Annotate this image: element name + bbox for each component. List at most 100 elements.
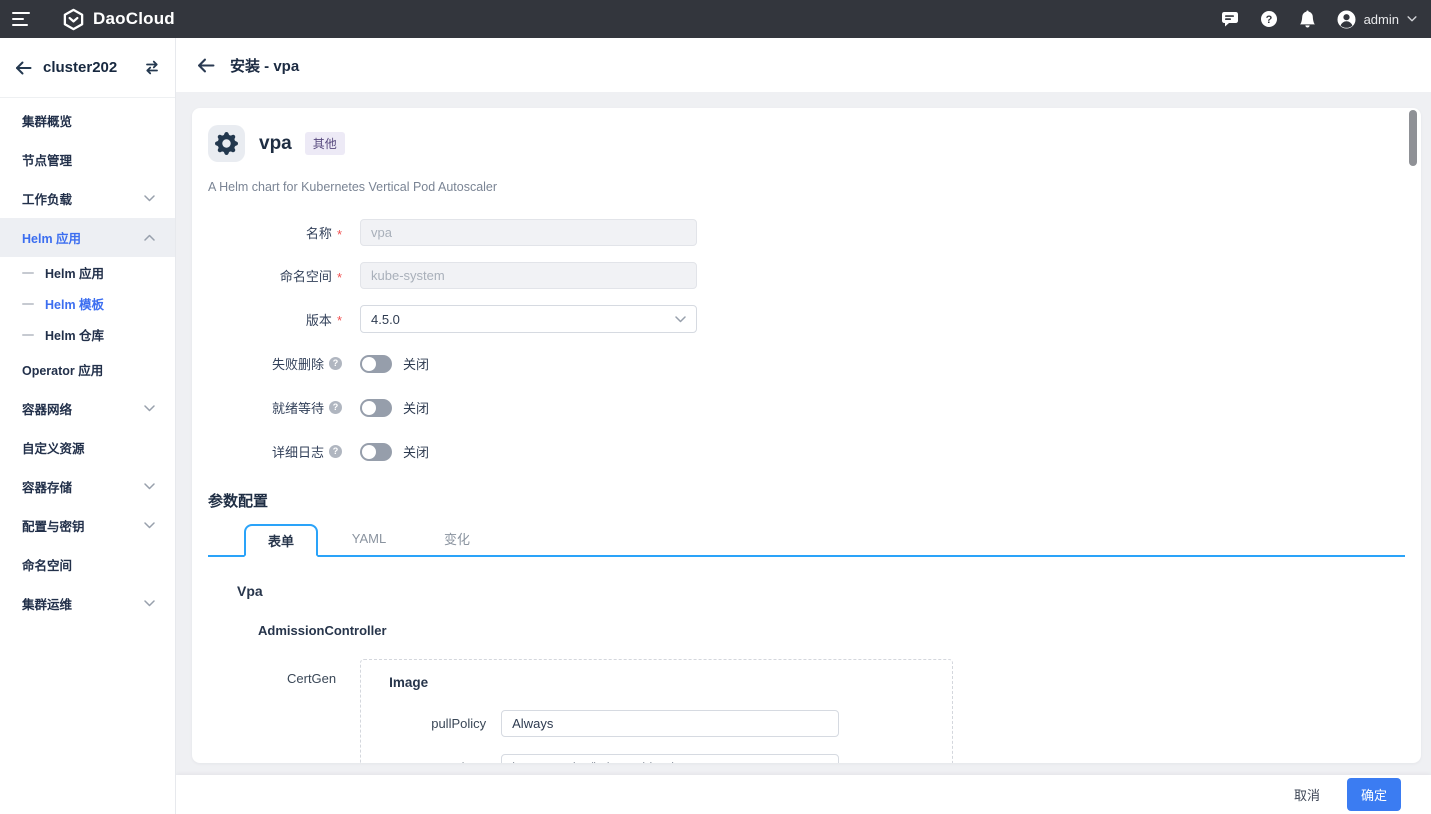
- required-asterisk: *: [336, 269, 342, 285]
- repository-input[interactable]: [501, 754, 840, 763]
- pullpolicy-label: pullPolicy: [431, 716, 487, 731]
- sidebar-item-label: Helm 应用: [45, 267, 105, 281]
- dash-icon: [22, 302, 34, 305]
- install-form: 名称 * 命名空间 * 版本 * 4.5.0 失败删除?: [192, 219, 1421, 461]
- user-menu[interactable]: admin: [1337, 10, 1417, 29]
- sidebar-item-container-storage[interactable]: 容器存储: [0, 467, 175, 506]
- category-badge: 其他: [304, 132, 345, 155]
- sidebar-item-label: 集群概览: [22, 115, 73, 129]
- sidebar-item-helm-apps[interactable]: Helm 应用: [0, 218, 175, 257]
- svg-text:?: ?: [1265, 14, 1272, 26]
- required-asterisk: *: [336, 226, 342, 242]
- sidebar-item-container-network[interactable]: 容器网络: [0, 389, 175, 428]
- notifications-bell-icon[interactable]: [1299, 10, 1316, 28]
- sidebar-item-label: 节点管理: [22, 154, 73, 168]
- cluster-name: cluster202: [43, 59, 118, 76]
- sidebar-item-label: Operator 应用: [22, 364, 104, 378]
- sidebar-subitem-helm-templates[interactable]: Helm 模板: [0, 288, 175, 319]
- image-group-title: Image: [389, 675, 429, 690]
- chevron-down-icon: [144, 483, 155, 490]
- sidebar-item-label: 自定义资源: [22, 442, 85, 456]
- app-description: A Helm chart for Kubernetes Vertical Pod…: [208, 180, 498, 194]
- tab-yaml[interactable]: YAML: [351, 531, 387, 546]
- params-tabs: 表单 YAML 变化: [208, 524, 1405, 557]
- sidebar-item-cluster-overview[interactable]: 集群概览: [0, 101, 175, 140]
- user-chevron-down-icon: [1407, 16, 1417, 22]
- daocloud-logo-icon: [62, 8, 85, 31]
- sidebar-subitem-helm-repos[interactable]: Helm 仓库: [0, 319, 175, 350]
- certgen-label: CertGen: [287, 671, 337, 686]
- sidebar-item-custom-resources[interactable]: 自定义资源: [0, 428, 175, 467]
- name-input: [360, 219, 697, 246]
- messages-icon[interactable]: [1221, 11, 1239, 27]
- help-circle-icon[interactable]: ?: [329, 357, 342, 370]
- topbar: DaoCloud ?: [0, 0, 1431, 38]
- sidebar-item-config-secrets[interactable]: 配置与密钥: [0, 506, 175, 545]
- cancel-button[interactable]: 取消: [1294, 785, 1320, 804]
- tree-node-admission-controller: AdmissionController: [258, 623, 387, 638]
- sidebar-item-node-management[interactable]: 节点管理: [0, 140, 175, 179]
- sidebar-item-label: 工作负载: [22, 193, 73, 207]
- dash-icon: [22, 333, 34, 336]
- sidebar-nav: 集群概览 节点管理 工作负载 Helm 应用 Helm 应用 Helm 模板 H…: [0, 98, 175, 623]
- sidebar-item-label: 集群运维: [22, 598, 73, 612]
- sidebar-item-workloads[interactable]: 工作负载: [0, 179, 175, 218]
- back-to-clusters-icon[interactable]: [15, 61, 32, 75]
- dash-icon: [22, 271, 34, 274]
- brand[interactable]: DaoCloud: [62, 8, 175, 31]
- form-row-failed-delete: 失败删除? 关闭: [192, 354, 1421, 373]
- app-name: vpa: [259, 132, 292, 154]
- sidebar-item-cluster-ops[interactable]: 集群运维: [0, 584, 175, 623]
- ready-wait-toggle[interactable]: [360, 398, 392, 417]
- form-row-version: 版本 * 4.5.0: [192, 305, 1421, 333]
- sidebar-item-label: Helm 仓库: [45, 329, 105, 343]
- sidebar-item-namespaces[interactable]: 命名空间: [0, 545, 175, 584]
- toggle-state-label: 关闭: [403, 357, 430, 372]
- toggle-state-label: 关闭: [403, 445, 430, 460]
- sidebar-item-label: 命名空间: [22, 559, 73, 573]
- chevron-down-icon: [144, 600, 155, 607]
- app-header: vpa 其他: [208, 125, 1421, 162]
- version-value: 4.5.0: [371, 311, 400, 327]
- namespace-input: [360, 262, 697, 289]
- sidebar-subitem-helm-apps[interactable]: Helm 应用: [0, 257, 175, 288]
- field-row-repository: repository: [361, 754, 952, 763]
- menu-toggle-icon[interactable]: [0, 0, 44, 38]
- sidebar-item-operator-apps[interactable]: Operator 应用: [0, 350, 175, 389]
- scrollbar-thumb[interactable]: [1409, 110, 1417, 166]
- chevron-down-icon: [144, 195, 155, 202]
- tab-form[interactable]: 表单: [244, 524, 318, 557]
- page-title: 安装 - vpa: [230, 57, 300, 75]
- form-row-namespace: 命名空间 *: [192, 262, 1421, 289]
- cluster-header: cluster202: [0, 38, 175, 98]
- params-section-title: 参数配置: [208, 493, 269, 510]
- switch-cluster-icon[interactable]: [144, 60, 160, 75]
- sidebar: cluster202 集群概览 节点管理 工作负载 Helm 应用 Helm 应…: [0, 38, 176, 814]
- ready-wait-label: 就绪等待: [271, 401, 324, 416]
- help-circle-icon[interactable]: ?: [329, 445, 342, 458]
- help-icon[interactable]: ?: [1260, 10, 1278, 28]
- tree-node-vpa: Vpa: [237, 583, 263, 599]
- form-row-ready-wait: 就绪等待? 关闭: [192, 398, 1421, 417]
- install-form-card: vpa 其他 A Helm chart for Kubernetes Verti…: [192, 108, 1421, 763]
- confirm-button[interactable]: 确定: [1346, 778, 1401, 811]
- sidebar-item-label: 容器网络: [22, 403, 73, 417]
- version-label: 版本: [305, 312, 332, 328]
- chevron-up-icon: [144, 234, 155, 241]
- version-select[interactable]: 4.5.0: [360, 305, 697, 333]
- tab-changes[interactable]: 变化: [443, 532, 470, 547]
- page-back-icon[interactable]: [197, 58, 215, 73]
- vpa-gear-icon: [208, 125, 245, 162]
- chevron-down-icon: [675, 315, 686, 322]
- namespace-label: 命名空间: [279, 269, 332, 284]
- required-asterisk: *: [336, 313, 342, 328]
- topbar-actions: ? admin: [1221, 10, 1431, 29]
- help-circle-icon[interactable]: ?: [329, 401, 342, 414]
- sidebar-item-label: Helm 应用: [22, 232, 82, 246]
- sidebar-item-label: Helm 模板: [45, 298, 105, 312]
- verbose-log-toggle[interactable]: [360, 442, 392, 461]
- image-group-box: Image pullPolicy repository: [360, 659, 954, 763]
- pullpolicy-input[interactable]: [501, 710, 840, 737]
- sidebar-item-label: 容器存储: [22, 481, 73, 495]
- failed-delete-toggle[interactable]: [360, 354, 392, 373]
